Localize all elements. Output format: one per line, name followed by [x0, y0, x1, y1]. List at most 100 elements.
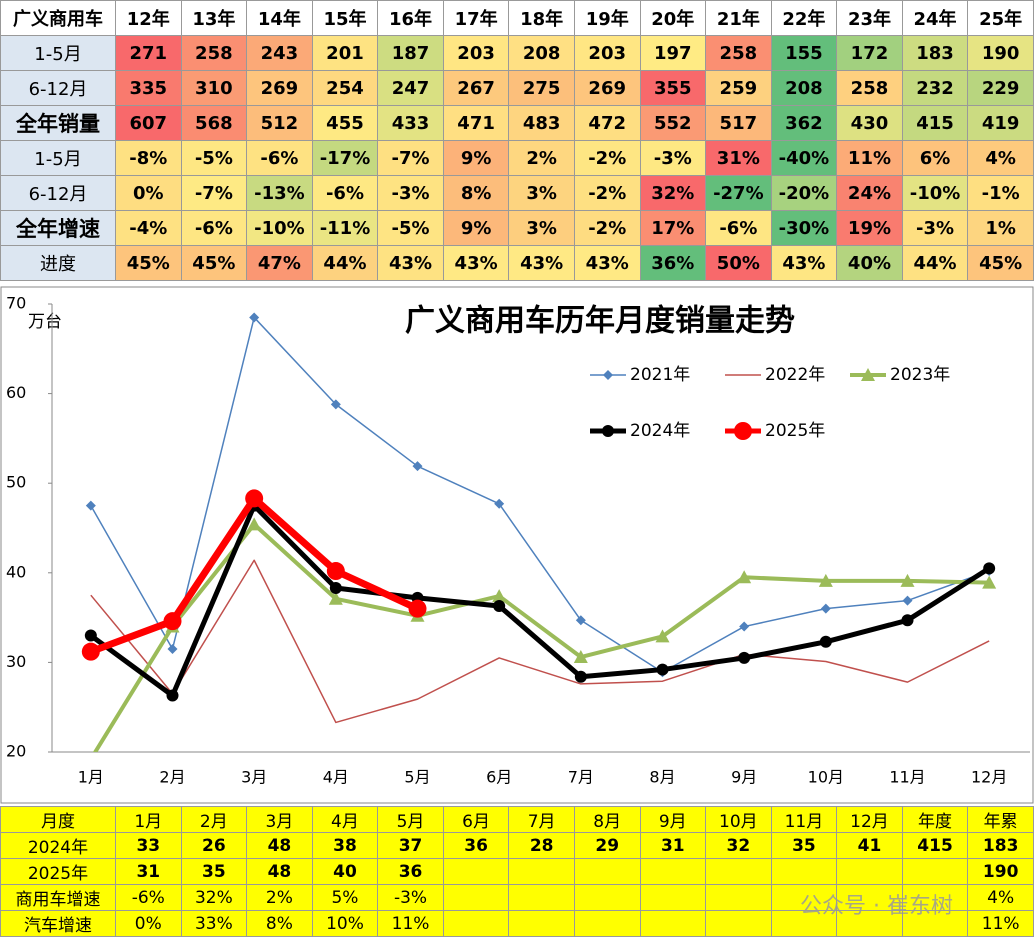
heat-cell: -3%	[901, 210, 969, 246]
table-row: 汽车增速 0% 33% 8% 10% 11% 11%	[0, 910, 1034, 937]
heat-cell: -5%	[377, 210, 444, 246]
data-cell: 2%	[246, 884, 313, 911]
data-point	[983, 562, 996, 575]
data-cell: 415	[901, 832, 969, 859]
heat-cell: 335	[115, 70, 182, 106]
heat-cell: -6%	[311, 175, 379, 211]
header-cell: 18年	[508, 0, 575, 36]
data-cell: 31	[115, 858, 182, 885]
heat-cell: 208	[770, 70, 838, 106]
data-point	[655, 629, 670, 643]
heat-cell: 258	[705, 35, 772, 71]
heat-cell: 512	[246, 105, 313, 141]
header-cell: 22年	[770, 0, 838, 36]
heat-cell: -10%	[901, 175, 969, 211]
data-point	[494, 498, 505, 509]
x-tick-label: 6月	[486, 768, 512, 787]
data-point	[326, 562, 345, 581]
header-cell: 7月	[508, 806, 575, 833]
table-row: 全年销量 607 568 512 455 433 471 483 472 552 517 362 430…	[0, 105, 1034, 141]
header-cell: 12年	[115, 0, 182, 36]
header-cell: 25年	[967, 0, 1034, 36]
data-point	[900, 573, 915, 587]
heat-cell: 1%	[967, 210, 1034, 246]
watermark: 公众号 · 崔东树	[800, 894, 953, 919]
heat-cell: 259	[705, 70, 772, 106]
data-point	[166, 689, 179, 702]
y-unit: 万台	[28, 312, 62, 332]
heat-cell: 4%	[967, 140, 1034, 176]
heat-cell: 229	[967, 70, 1034, 106]
heat-cell: 0%	[115, 175, 182, 211]
heat-cell: 267	[442, 70, 510, 106]
table-row: 2025年 31 35 48 40 36 190	[0, 858, 1034, 885]
heat-cell: 9%	[442, 140, 510, 176]
legend-label: 2024年	[630, 421, 690, 441]
heat-cell: -3%	[377, 175, 444, 211]
header-cell: 10月	[705, 806, 772, 833]
heat-cell: -2%	[573, 210, 641, 246]
table-row: 1-5月 -8% -5% -6% -17% -7% 9% 2% -2% -3% 31% -40% 11%…	[0, 140, 1034, 176]
data-cell	[901, 858, 969, 885]
heat-cell: 275	[508, 70, 575, 106]
header-cell: 16年	[377, 0, 444, 36]
data-cell	[901, 884, 969, 911]
header-cell: 17年	[442, 0, 510, 36]
data-point	[412, 461, 423, 472]
heat-cell: -10%	[246, 210, 313, 246]
data-point	[573, 650, 588, 664]
data-point	[249, 312, 260, 323]
heat-cell: -2%	[573, 175, 641, 211]
data-cell: 5%	[311, 884, 379, 911]
data-cell	[705, 858, 772, 885]
heat-cell: -27%	[705, 175, 772, 211]
header-cell: 21年	[705, 0, 772, 36]
row-label: 2025年	[0, 858, 116, 885]
heat-cell: 203	[442, 35, 510, 71]
heat-cell: 201	[311, 35, 379, 71]
header-cell: 6月	[442, 806, 510, 833]
data-cell: 26	[180, 832, 248, 859]
y-tick-label: 50	[6, 473, 26, 492]
data-cell: 0%	[115, 910, 182, 937]
data-cell	[442, 910, 510, 937]
heat-cell: 43%	[573, 245, 641, 281]
heat-cell: 208	[508, 35, 575, 71]
heat-cell: -20%	[770, 175, 838, 211]
x-tick-label: 5月	[404, 768, 430, 787]
heat-cell: 155	[770, 35, 838, 71]
data-point	[85, 500, 96, 511]
data-cell	[836, 858, 903, 885]
heat-cell: 190	[967, 35, 1034, 71]
data-cell	[442, 858, 510, 885]
data-point	[492, 589, 507, 603]
header-cell: 年度	[901, 806, 969, 833]
y-tick-label: 60	[6, 383, 26, 402]
data-cell: -3%	[377, 884, 444, 911]
heat-cell: 31%	[705, 140, 772, 176]
table-row: 商用车增速 -6% 32% 2% 5% -3% 4%	[0, 884, 1034, 911]
row-label: 汽车增速	[0, 910, 116, 937]
legend-label: 2021年	[630, 365, 690, 385]
heat-cell: -6%	[705, 210, 772, 246]
heat-cell: 254	[311, 70, 379, 106]
data-point	[656, 663, 669, 676]
heat-cell: 2%	[508, 140, 575, 176]
header-cell: 23年	[836, 0, 903, 36]
x-tick-label: 12月	[971, 768, 1007, 787]
heat-cell: -3%	[639, 140, 707, 176]
heat-cell: 6%	[901, 140, 969, 176]
heat-cell: -6%	[246, 140, 313, 176]
heat-cell: 517	[705, 105, 772, 141]
header-cell: 15年	[311, 0, 379, 36]
data-cell	[442, 884, 510, 911]
heat-cell: 607	[115, 105, 182, 141]
header-cell: 11月	[770, 806, 838, 833]
header-cell: 20年	[639, 0, 707, 36]
heat-cell: 271	[115, 35, 182, 71]
heat-cell: 247	[377, 70, 444, 106]
x-tick-label: 1月	[78, 768, 104, 787]
data-cell	[639, 858, 707, 885]
x-tick-label: 9月	[731, 768, 757, 787]
